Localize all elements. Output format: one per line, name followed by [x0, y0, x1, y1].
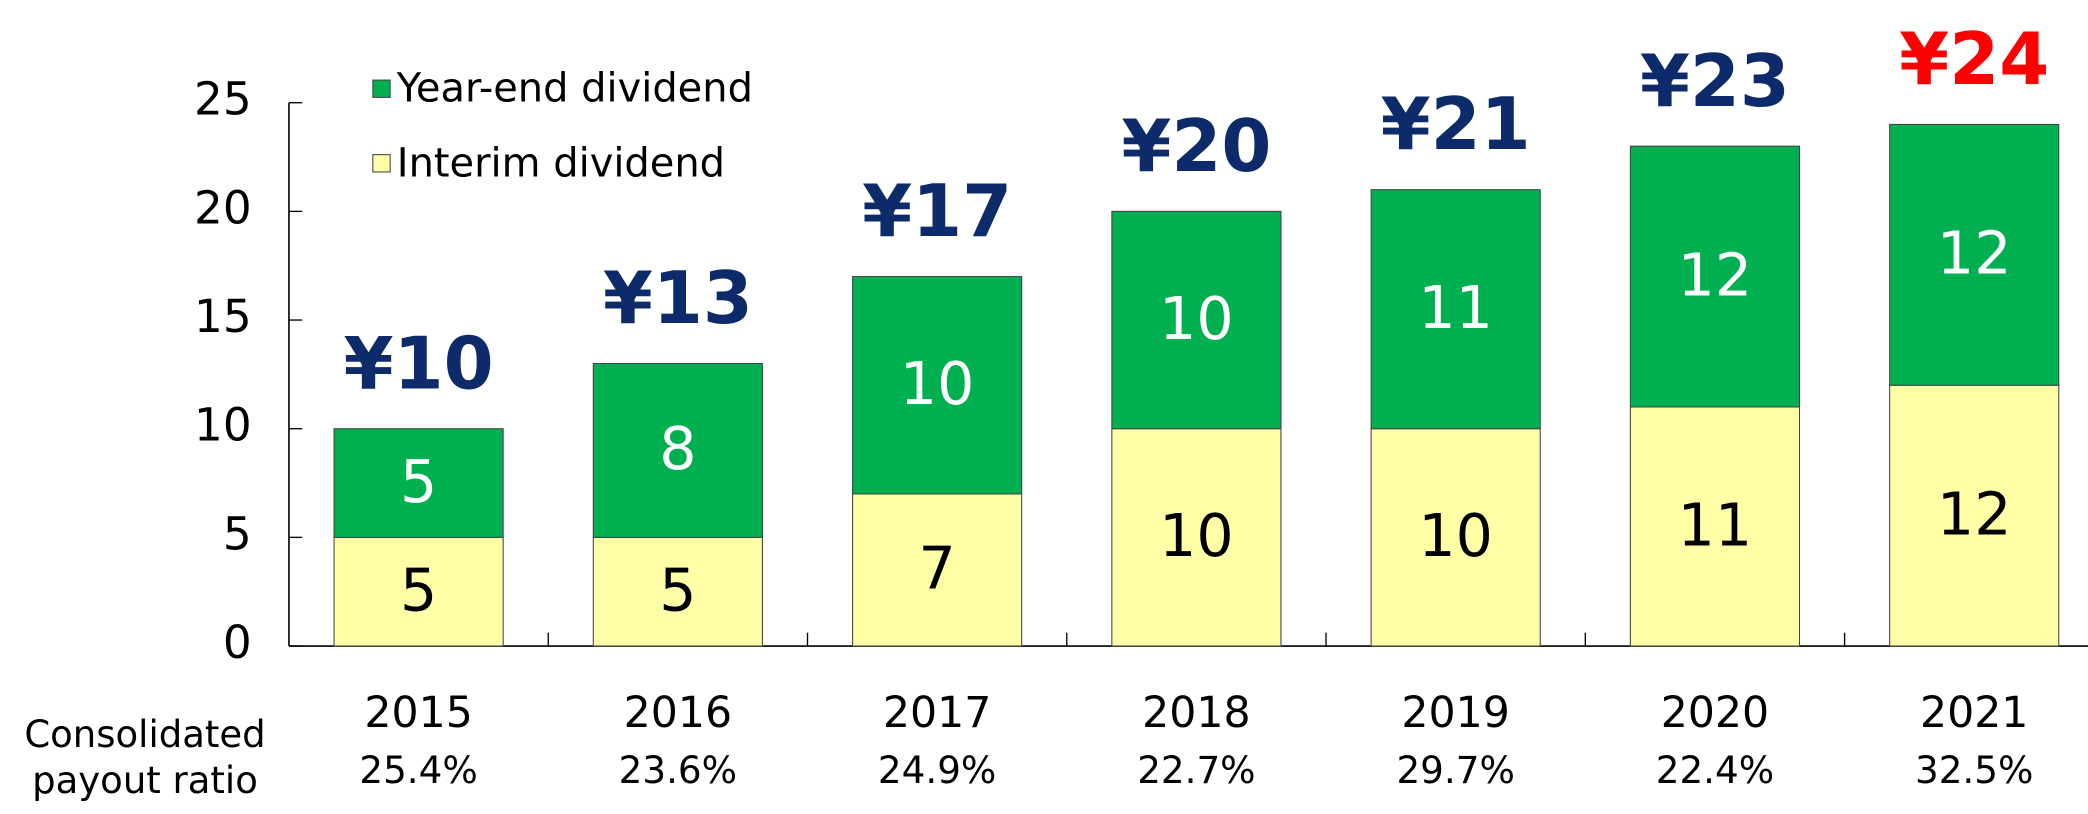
segment-label: 11 [1678, 491, 1753, 559]
legend-swatch [372, 79, 391, 98]
bar-segment [1370, 189, 1541, 430]
bar-segment [852, 276, 1023, 495]
y-tick-label: 10 [194, 399, 252, 452]
segment-label: 10 [900, 350, 975, 418]
total-label: ¥21 [1381, 82, 1531, 166]
bar-segment [333, 428, 504, 538]
total-label: ¥17 [862, 169, 1012, 253]
legend-label: Interim dividend [397, 140, 725, 186]
x-tick-label: 2018 [1142, 688, 1250, 738]
segment-label: 5 [659, 556, 696, 624]
bar-segment [333, 536, 504, 647]
legend-swatch [372, 154, 391, 173]
segment-label: 7 [918, 535, 955, 603]
segment-label: 5 [400, 448, 437, 516]
segment-label: 11 [1418, 274, 1493, 342]
x-tick-label: 2019 [1401, 688, 1509, 738]
y-tick-label: 5 [223, 507, 252, 560]
bar-segment [852, 493, 1023, 647]
total-label: ¥13 [603, 256, 753, 340]
payout-ratio-title: Consolidated payout ratio [24, 713, 266, 802]
payout-ratio: 22.4% [1656, 748, 1774, 792]
bar-segment [1889, 123, 2060, 386]
payout-ratio: 29.7% [1396, 748, 1514, 792]
segment-label: 12 [1678, 241, 1753, 309]
y-tick-label: 0 [223, 616, 252, 669]
bar-segment [1370, 428, 1541, 647]
bar-segment [1629, 145, 1801, 408]
segment-label: 10 [1159, 285, 1234, 353]
segment-label: 5 [400, 556, 437, 624]
bar-segment [592, 536, 763, 647]
total-label: ¥23 [1640, 39, 1790, 123]
x-tick-label: 2015 [364, 688, 472, 738]
y-tick-label: 25 [194, 73, 252, 126]
segment-label: 8 [659, 415, 696, 483]
x-tick-label: 2016 [624, 688, 732, 738]
segment-label: 10 [1159, 502, 1234, 570]
y-tick-label: 15 [194, 290, 252, 343]
segment-label: 10 [1418, 502, 1493, 570]
y-tick-label: 20 [194, 181, 252, 234]
x-tick-label: 2020 [1661, 688, 1769, 738]
payout-ratio: 22.7% [1137, 748, 1255, 792]
x-tick-label: 2021 [1920, 688, 2028, 738]
bar-segment [592, 362, 763, 538]
total-label: ¥10 [344, 321, 494, 405]
segment-label: 12 [1937, 480, 2012, 548]
payout-ratio: 23.6% [619, 748, 737, 792]
payout-ratio: 32.5% [1915, 748, 2033, 792]
bar-segment [1111, 210, 1282, 430]
payout-ratio: 25.4% [359, 748, 477, 792]
bar-segment [1111, 428, 1282, 647]
legend-label: Year-end dividend [396, 66, 753, 112]
total-label: ¥24 [1899, 17, 2049, 101]
bar-segment [1629, 406, 1801, 647]
bar-segment [1889, 384, 2060, 647]
total-label: ¥20 [1121, 104, 1271, 188]
segment-label: 12 [1937, 220, 2012, 288]
payout-ratio: 24.9% [878, 748, 996, 792]
x-tick-label: 2017 [883, 688, 991, 738]
